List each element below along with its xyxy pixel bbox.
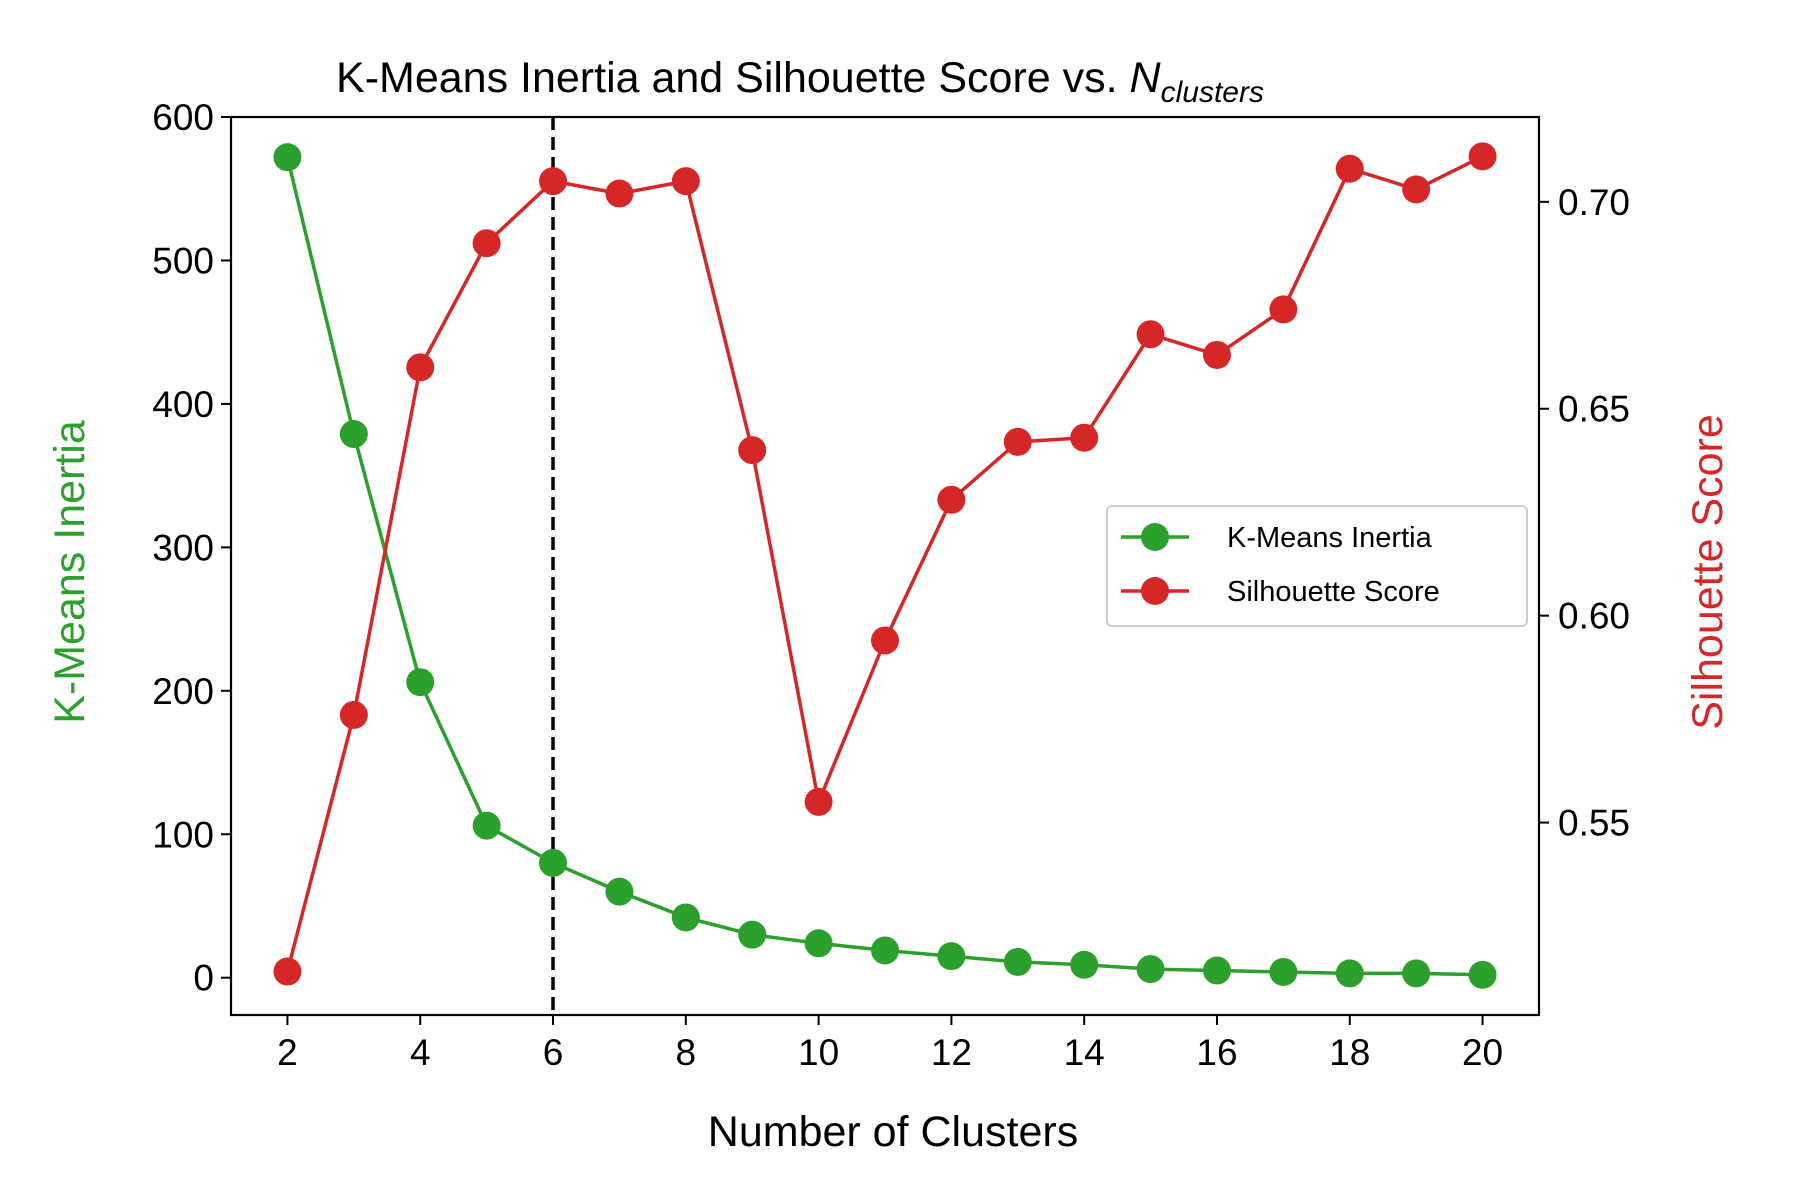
- legend-marker-silhouette-score: [1141, 577, 1169, 605]
- series-point-k-means-inertia: [406, 668, 435, 697]
- chart-title: K-Means Inertia and Silhouette Score vs.…: [336, 54, 1264, 109]
- series-point-silhouette-score: [539, 167, 568, 196]
- series-point-k-means-inertia: [1269, 957, 1298, 986]
- series-point-k-means-inertia: [1468, 960, 1497, 989]
- series-point-k-means-inertia: [1202, 956, 1231, 985]
- x-tick-label: 8: [676, 1032, 697, 1073]
- series-point-k-means-inertia: [738, 920, 767, 949]
- y-left-tick-label: 300: [152, 527, 214, 568]
- series-point-silhouette-score: [406, 353, 435, 382]
- series-point-silhouette-score: [937, 485, 966, 514]
- legend-label-k-means-inertia: K-Means Inertia: [1227, 522, 1433, 554]
- series-point-silhouette-score: [1269, 295, 1298, 324]
- legend: K-Means Inertia Silhouette Score: [1106, 505, 1528, 627]
- series-point-k-means-inertia: [804, 929, 833, 958]
- series-point-k-means-inertia: [472, 811, 501, 840]
- y-left-tick-label: 600: [152, 97, 214, 138]
- x-tick-label: 6: [543, 1032, 564, 1073]
- series-point-silhouette-score: [671, 167, 700, 196]
- x-tick-label: 20: [1462, 1032, 1503, 1073]
- series-point-k-means-inertia: [339, 420, 368, 449]
- series-point-k-means-inertia: [1003, 947, 1032, 976]
- y-axis-right-label: Silhouette Score: [1684, 414, 1732, 730]
- series-point-silhouette-score: [1468, 142, 1497, 171]
- series-point-k-means-inertia: [273, 143, 302, 172]
- series-point-silhouette-score: [1335, 154, 1364, 183]
- y-right-tick-label: 0.70: [1558, 182, 1630, 223]
- y-left-tick-label: 400: [152, 384, 214, 425]
- legend-marker-k-means-inertia: [1141, 523, 1169, 551]
- series-point-k-means-inertia: [671, 903, 700, 932]
- series-point-k-means-inertia: [605, 877, 634, 906]
- x-tick-label: 18: [1329, 1032, 1370, 1073]
- series-point-silhouette-score: [273, 957, 302, 986]
- x-tick-label: 2: [277, 1032, 298, 1073]
- axes-frame: [229, 115, 1541, 1017]
- series-point-silhouette-score: [1003, 427, 1032, 456]
- chart-title-math: N: [1130, 54, 1162, 102]
- y-left-tick-label: 200: [152, 671, 214, 712]
- series-point-silhouette-score: [804, 787, 833, 816]
- series-point-k-means-inertia: [1335, 959, 1364, 988]
- series-point-k-means-inertia: [1136, 955, 1165, 984]
- series-point-silhouette-score: [1202, 340, 1231, 369]
- x-tick-label: 16: [1196, 1032, 1237, 1073]
- series-point-k-means-inertia: [539, 848, 568, 877]
- series-point-silhouette-score: [1136, 320, 1165, 349]
- x-tick-label: 10: [798, 1032, 839, 1073]
- series-point-silhouette-score: [472, 229, 501, 258]
- series-point-silhouette-score: [605, 179, 634, 208]
- series-point-silhouette-score: [738, 436, 767, 465]
- series-point-silhouette-score: [1070, 423, 1099, 452]
- series-point-silhouette-score: [1402, 175, 1431, 204]
- chart-title-math-sub: clusters: [1161, 76, 1264, 109]
- x-tick-label: 12: [931, 1032, 972, 1073]
- y-left-tick-label: 100: [152, 814, 214, 855]
- y-right-tick-label: 0.55: [1558, 803, 1630, 844]
- y-left-tick-label: 0: [193, 958, 214, 999]
- y-axis-left-label: K-Means Inertia: [46, 420, 94, 724]
- x-tick-label: 4: [410, 1032, 431, 1073]
- x-tick-label: 14: [1064, 1032, 1105, 1073]
- series-point-silhouette-score: [871, 626, 899, 655]
- y-right-tick-label: 0.60: [1558, 596, 1630, 637]
- series-point-silhouette-score: [339, 700, 368, 729]
- legend-box: [1106, 505, 1528, 627]
- plot-area: 2 4 6 8 10 12 14 16 18 2001002003004005006000.550…: [152, 97, 1630, 1073]
- y-left-tick-label: 500: [152, 240, 214, 281]
- series-point-k-means-inertia: [1402, 959, 1431, 988]
- legend-label-silhouette-score: Silhouette Score: [1227, 576, 1440, 608]
- series-point-k-means-inertia: [871, 936, 899, 965]
- x-axis-label: Number of Clusters: [708, 1108, 1078, 1156]
- series-point-k-means-inertia: [1070, 950, 1099, 979]
- chart-title-main: K-Means Inertia and Silhouette Score vs.: [336, 54, 1130, 102]
- series-point-k-means-inertia: [937, 942, 966, 971]
- y-right-tick-label: 0.65: [1558, 389, 1630, 430]
